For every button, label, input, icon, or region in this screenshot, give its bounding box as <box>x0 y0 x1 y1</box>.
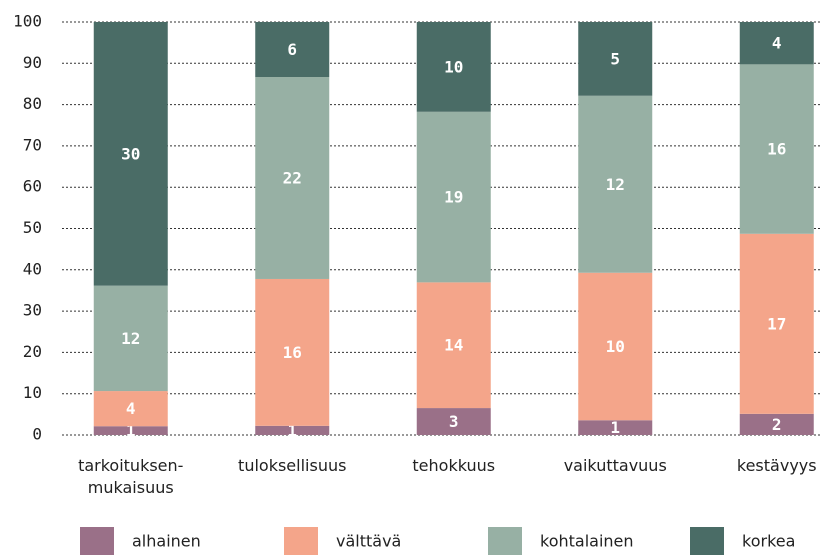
bar-segment <box>578 272 653 421</box>
y-tick-label: 90 <box>23 53 42 72</box>
data-label: 30 <box>121 144 140 163</box>
bar-segment <box>255 278 330 426</box>
y-tick-label: 80 <box>23 94 42 113</box>
bar-segment <box>739 233 814 414</box>
y-tick-label: 60 <box>23 177 42 196</box>
bar-segment <box>578 420 653 435</box>
y-tick-label: 0 <box>32 425 42 444</box>
bar-segment <box>93 426 168 435</box>
data-label: 22 <box>283 169 302 188</box>
data-label: 16 <box>283 343 302 362</box>
data-label: 4 <box>126 399 136 418</box>
bar-segment <box>255 425 330 435</box>
data-label: 6 <box>287 40 297 59</box>
data-label: 2 <box>772 415 782 434</box>
data-label: 17 <box>767 314 786 333</box>
y-tick-label: 100 <box>13 12 42 31</box>
data-label: 10 <box>606 337 625 356</box>
data-label: 14 <box>444 336 463 355</box>
x-tick-label: kestävyys <box>736 456 817 475</box>
bar-segment <box>416 282 491 409</box>
data-label: 5 <box>610 49 620 68</box>
data-label: 3 <box>449 412 459 431</box>
y-tick-label: 10 <box>23 383 42 402</box>
legend-swatch <box>284 527 318 555</box>
bar-segment <box>416 111 491 283</box>
data-label: 1 <box>126 421 136 440</box>
legend-label: kohtalainen <box>540 532 634 551</box>
data-label: 12 <box>606 175 625 194</box>
bar-segment <box>416 408 491 435</box>
x-tick-label: tehokkuus <box>412 456 496 475</box>
data-label: 19 <box>444 188 463 207</box>
y-tick-label: 40 <box>23 259 42 278</box>
x-tick-label: tuloksellisuus <box>238 456 347 475</box>
bar-segment <box>578 22 653 96</box>
y-tick-label: 30 <box>23 301 42 320</box>
x-tick-label: tarkoituksen- mukaisuus <box>78 456 184 497</box>
bar-segment <box>255 22 330 78</box>
data-label: 1 <box>287 421 297 440</box>
legend-label: välttävä <box>336 532 401 551</box>
data-label: 16 <box>767 140 786 159</box>
legend-label: alhainen <box>132 532 201 551</box>
legend-label: korkea <box>742 532 795 551</box>
legend-swatch <box>488 527 522 555</box>
bar-segment <box>739 22 814 65</box>
bar-segment <box>739 64 814 234</box>
bar-segment <box>739 413 814 435</box>
bar-segment <box>578 95 653 273</box>
y-tick-label: 50 <box>23 218 42 237</box>
data-label: 1 <box>610 418 620 437</box>
bar-segment <box>93 22 168 286</box>
y-tick-label: 70 <box>23 135 42 154</box>
x-tick-label: vaikuttavuus <box>563 456 667 475</box>
data-label: 10 <box>444 57 463 76</box>
legend-swatch <box>690 527 724 555</box>
data-label: 12 <box>121 329 140 348</box>
bar-segment <box>93 285 168 392</box>
bar-segment <box>93 391 168 427</box>
bar-segment <box>255 77 330 279</box>
bar-segment <box>416 22 491 112</box>
y-tick-label: 20 <box>23 342 42 361</box>
data-label: 4 <box>772 34 782 53</box>
legend-swatch <box>80 527 114 555</box>
